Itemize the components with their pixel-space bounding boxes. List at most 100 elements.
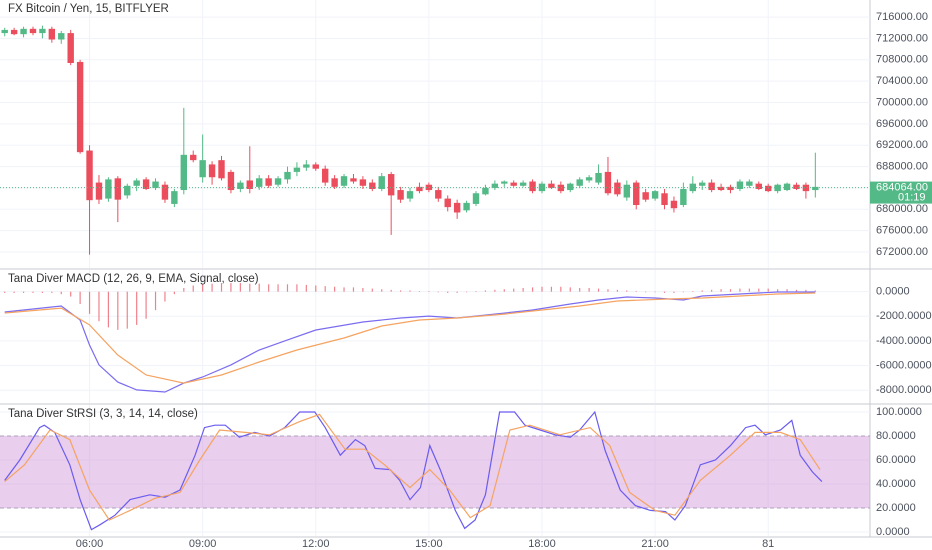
candle-body [736, 181, 744, 189]
candle-body [161, 184, 169, 200]
candle-body [331, 178, 338, 187]
candle-body [519, 182, 527, 186]
candle-body [237, 182, 244, 189]
candle-body [482, 187, 489, 195]
candle-body [114, 178, 122, 200]
candle-body [567, 183, 574, 191]
candle-body [416, 186, 423, 192]
y-tick-label: 0.0000 [876, 286, 910, 298]
candle-body [755, 183, 762, 189]
candle-body [765, 185, 772, 192]
last-price-badge [870, 181, 932, 204]
candle-body [595, 172, 602, 183]
candle-body [293, 167, 301, 172]
candle-body [661, 193, 668, 206]
countdown-label: 01:19 [898, 191, 926, 203]
candle-body [1, 29, 8, 34]
y-tick-label: 716000.00 [876, 11, 928, 23]
indicator-line [4, 292, 816, 384]
y-tick-label: 692000.00 [876, 139, 928, 151]
candle-body [435, 190, 442, 199]
candle-body [48, 28, 56, 40]
candle-body [548, 183, 555, 188]
x-tick-label: 06:00 [76, 538, 104, 550]
y-tick-label: 704000.00 [876, 75, 928, 87]
candle-body [633, 182, 640, 206]
y-tick-label: 20.0000 [876, 502, 916, 514]
candle-body [538, 183, 546, 192]
candle-body [717, 186, 725, 191]
y-tick-label: 40.0000 [876, 478, 916, 490]
candle-body [642, 192, 649, 200]
candle-body [152, 181, 159, 188]
y-tick-label: 0.0000 [876, 526, 910, 538]
candle-body [463, 202, 470, 211]
candle-body [406, 191, 414, 199]
candle-body [10, 29, 18, 35]
y-tick-label: 60.0000 [876, 454, 916, 466]
candle-body [105, 179, 112, 199]
candle-body [472, 193, 480, 204]
y-tick-label: -6000.0000 [876, 359, 932, 371]
candle-body [802, 184, 810, 192]
candle-body [614, 182, 621, 195]
candle-body [95, 182, 103, 200]
x-tick-label: 21:00 [641, 538, 669, 550]
candle-body [793, 184, 800, 189]
candle-body [397, 190, 404, 200]
candle-body [86, 150, 93, 201]
y-tick-label: 680000.00 [876, 203, 928, 215]
candle-body [444, 198, 451, 208]
candle-body [585, 177, 593, 181]
candle-body [133, 180, 140, 186]
candle-body [76, 61, 84, 153]
candle-body [199, 160, 206, 178]
y-tick-label: -4000.0000 [876, 335, 932, 347]
candle-body [20, 28, 27, 35]
y-tick-label: 712000.00 [876, 32, 928, 44]
y-tick-label: -8000.0000 [876, 384, 932, 396]
y-tick-label: 700000.00 [876, 96, 928, 108]
y-tick-label: 688000.00 [876, 160, 928, 172]
candle-body [557, 184, 565, 192]
x-tick-label: 09:00 [189, 538, 217, 550]
candle-body [387, 174, 395, 196]
candle-body [274, 178, 282, 185]
x-tick-label: 81 [762, 538, 774, 550]
y-tick-label: 672000.00 [876, 246, 928, 258]
pane-title: Tana Diver MACD (12, 26, 9, EMA, Signal,… [8, 273, 259, 285]
candle-body [529, 181, 536, 192]
x-tick-label: 15:00 [415, 538, 443, 550]
y-tick-label: 100.0000 [876, 406, 922, 418]
candle-body [29, 28, 37, 34]
candle-body [67, 33, 74, 63]
candle-body [284, 171, 291, 180]
candle-body [171, 191, 178, 204]
y-tick-label: 676000.00 [876, 225, 928, 237]
candle-body [746, 181, 753, 186]
candle-body [369, 182, 376, 189]
candle-body [699, 182, 706, 186]
candle-body [576, 179, 583, 186]
candle-body [812, 186, 819, 191]
indicator-line [4, 410, 823, 531]
candle-body [312, 164, 319, 169]
candle-body [227, 171, 235, 191]
candle-body [246, 180, 253, 189]
candle-body [340, 176, 348, 186]
pane-title: FX Bitcoin / Yen, 15, BITFLYER [8, 3, 169, 15]
x-tick-label: 18:00 [528, 538, 556, 550]
candle-body [218, 160, 225, 179]
candle-body [378, 176, 385, 189]
candle-body [58, 33, 65, 40]
candle-body [321, 168, 329, 183]
candle-body [604, 171, 612, 194]
candle-body [425, 184, 433, 191]
candle-body [453, 202, 461, 213]
candle-body [651, 191, 659, 199]
candle-body [124, 185, 131, 196]
indicator-line [4, 413, 821, 521]
y-tick-label: 708000.00 [876, 54, 928, 66]
